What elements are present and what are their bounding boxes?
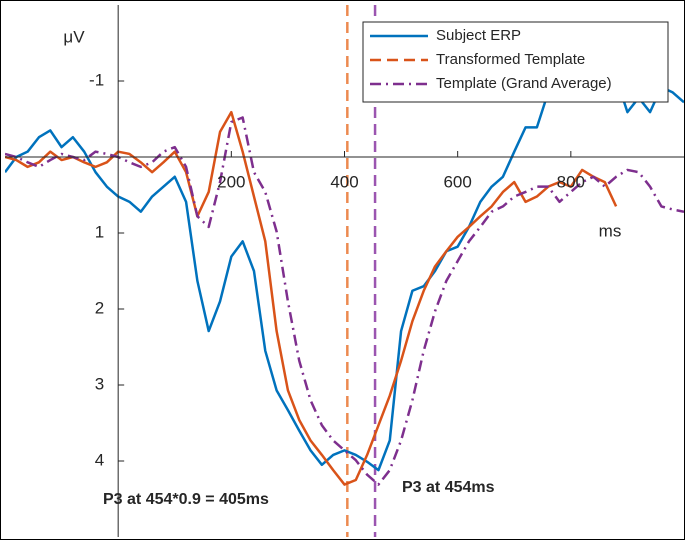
x-tick-label: 200 [217, 172, 245, 191]
legend-label: Subject ERP [436, 27, 521, 44]
series-line [5, 110, 618, 486]
annotation: P3 at 454ms [402, 479, 495, 496]
y-tick-label: 1 [95, 222, 104, 241]
x-axis-label: ms [599, 221, 622, 240]
y-tick-label: -1 [89, 70, 104, 89]
y-tick-label: 2 [95, 298, 104, 317]
y-tick-label: 3 [95, 374, 104, 393]
legend-label: Transformed Template [436, 51, 585, 68]
annotation: P3 at 454*0.9 = 405ms [103, 491, 269, 508]
y-tick-label: 4 [95, 450, 104, 469]
x-tick-label: 800 [557, 172, 585, 191]
y-axis-label: μV [63, 27, 85, 46]
legend-label: Template (Grand Average) [436, 75, 612, 92]
x-tick-label: 600 [443, 172, 471, 191]
x-tick-label: 400 [330, 172, 358, 191]
